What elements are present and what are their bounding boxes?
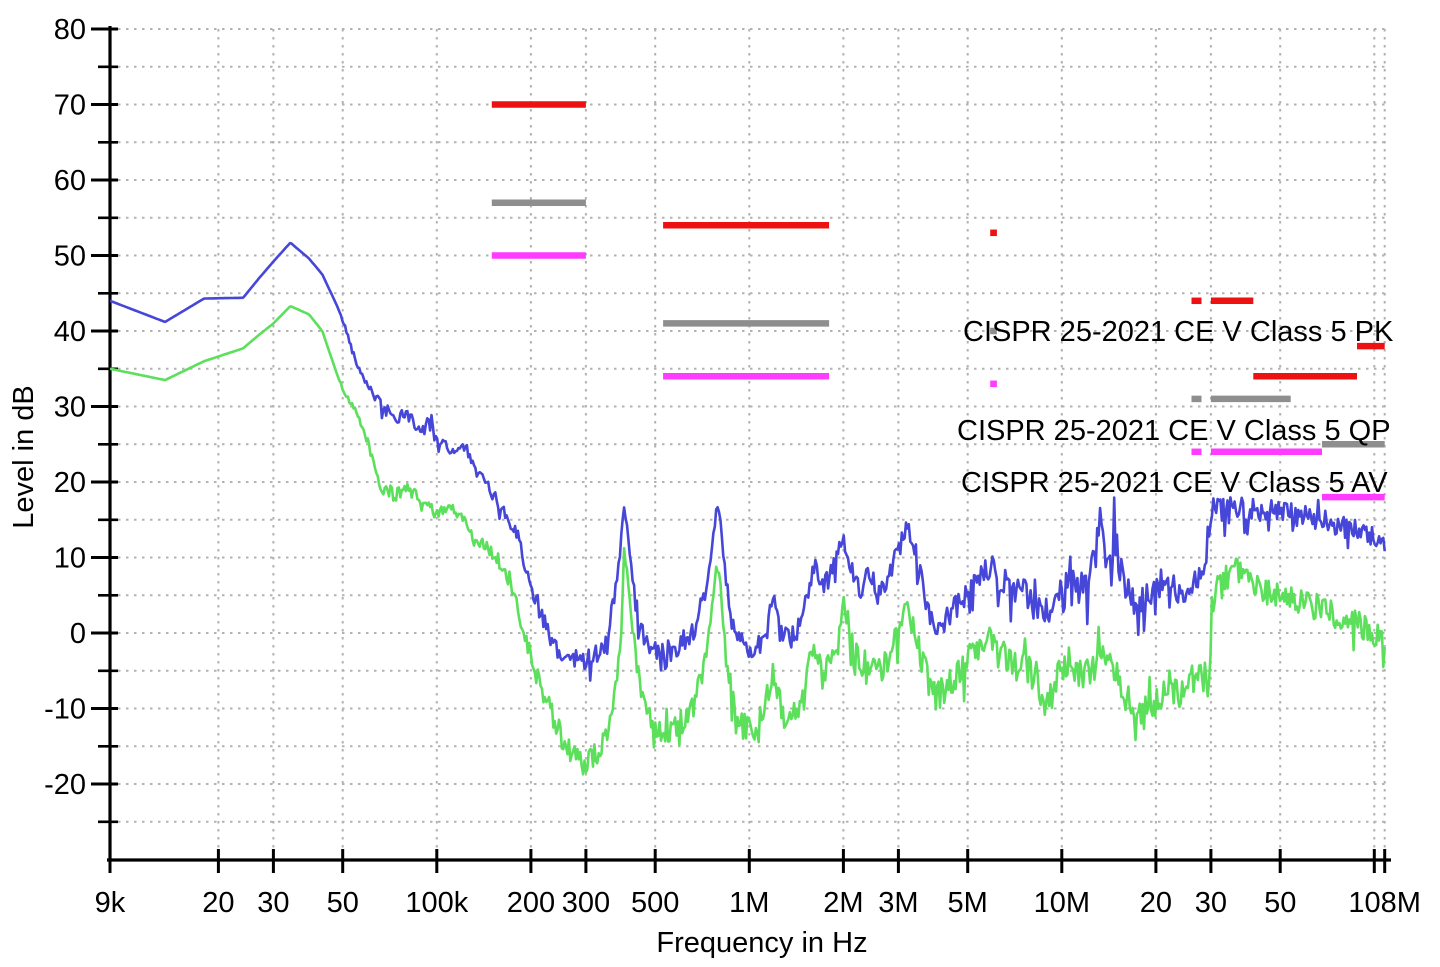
legend-limit-av: CISPR 25-2021 CE V Class 5 AV: [961, 467, 1388, 499]
x-tick-label: 50: [1264, 887, 1296, 919]
x-tick-label: 5M: [948, 887, 988, 919]
axes: [91, 26, 1391, 873]
x-tick-label: 3M: [878, 887, 918, 919]
x-tick-label: 50: [327, 887, 359, 919]
y-tick-label: 10: [54, 543, 86, 575]
x-tick-label: 30: [257, 887, 289, 919]
x-tick-label: 9k: [95, 887, 126, 919]
y-tick-label: 50: [54, 241, 86, 273]
y-tick-label: -20: [44, 769, 86, 801]
x-tick-label: 2M: [823, 887, 863, 919]
y-tick-label: 70: [54, 90, 86, 122]
y-tick-label: 30: [54, 392, 86, 424]
measurement-traces: [110, 241, 1386, 776]
x-tick-label: 300: [562, 887, 610, 919]
x-tick-label: 100k: [405, 887, 468, 919]
green-trace: [110, 305, 1386, 776]
x-tick-label: 30: [1195, 887, 1227, 919]
y-tick-label: 20: [54, 467, 86, 499]
x-tick-label: 20: [1140, 887, 1172, 919]
y-tick-label: 0: [70, 618, 86, 650]
legend-limit-qp: CISPR 25-2021 CE V Class 5 QP: [957, 415, 1391, 447]
blue-trace: [110, 241, 1386, 682]
x-tick-label: 200: [507, 887, 555, 919]
y-axis-title: Level in dB: [8, 385, 40, 529]
y-tick-label: 60: [54, 165, 86, 197]
x-axis-title: Frequency in Hz: [656, 927, 867, 959]
x-tick-label: 500: [631, 887, 679, 919]
x-tick-label: 20: [202, 887, 234, 919]
y-tick-label: 80: [54, 14, 86, 46]
x-tick-label: 1M: [729, 887, 769, 919]
y-tick-label: -10: [44, 694, 86, 726]
limit-lines: [491, 101, 1385, 501]
legend-limit-pk: CISPR 25-2021 CE V Class 5 PK: [963, 316, 1394, 348]
y-tick-label: 40: [54, 316, 86, 348]
x-tick-label: 10M: [1034, 887, 1090, 919]
x-tick-label: 108M: [1348, 887, 1421, 919]
